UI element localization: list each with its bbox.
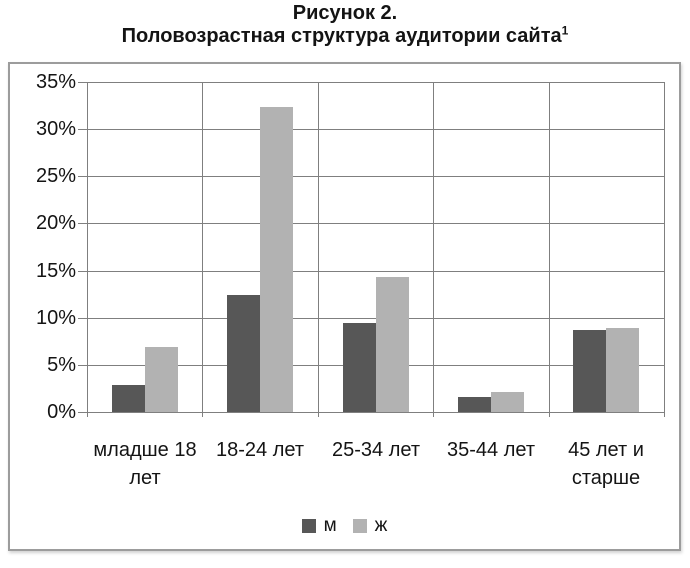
category-separator	[318, 82, 319, 417]
axis-tick	[78, 318, 87, 319]
axis-tick	[78, 365, 87, 366]
x-category-label: 25-34 лет	[332, 439, 420, 461]
bar-ж-1	[260, 107, 293, 412]
y-tick-label: 20%	[35, 212, 76, 234]
category-separator	[549, 82, 550, 417]
y-tick-label: 5%	[47, 354, 76, 376]
plot-area	[87, 82, 665, 417]
y-tick-label: 10%	[35, 307, 76, 329]
figure-title-line1: Рисунок 2.	[292, 2, 398, 24]
axis-tick	[78, 223, 87, 224]
figure-title: Рисунок 2. Половозрастная структура ауди…	[0, 2, 690, 48]
gridline-horizontal	[87, 318, 664, 319]
bar-м-3	[458, 397, 491, 412]
x-category-label: 35-44 лет	[447, 439, 535, 461]
y-tick-label: 15%	[35, 260, 76, 282]
legend-swatch-ж	[352, 519, 367, 533]
bar-ж-0	[145, 347, 178, 412]
y-tick-label: 0%	[47, 401, 76, 423]
category-separator	[202, 82, 203, 417]
axis-tick	[78, 412, 87, 413]
category-separator	[664, 82, 665, 417]
axis-tick	[78, 82, 87, 83]
gridline-horizontal	[87, 176, 664, 177]
axis-tick	[78, 271, 87, 272]
category-separator	[433, 82, 434, 417]
legend-swatch-м	[301, 519, 316, 533]
chart-frame: 35% 30% 25% 20% 15% 10% 5% 0% младше 18 лет 18-2…	[8, 62, 681, 551]
footnote-marker: 1	[561, 23, 569, 38]
axis-tick	[78, 129, 87, 130]
x-category-label: младше 18 лет	[93, 439, 197, 489]
legend-item: ж	[352, 515, 388, 537]
bar-м-2	[343, 323, 376, 412]
x-category-label: 18-24 лет	[216, 439, 304, 461]
legend-label-ж: ж	[374, 515, 388, 536]
x-category-label: 45 лет и старше	[568, 439, 644, 489]
x-axis-labels: младше 18 лет 18-24 лет 25-34 лет 35-44 лет…	[10, 64, 679, 549]
y-tick-label: 30%	[35, 118, 76, 140]
x-axis-line	[87, 412, 664, 413]
bar-м-1	[227, 295, 260, 412]
gridline-horizontal	[87, 271, 664, 272]
figure-title-line2-text: Половозрастная структура аудитории сайта	[121, 25, 562, 47]
bar-ж-4	[606, 328, 639, 412]
y-tick-label: 35%	[35, 71, 76, 93]
figure-title-line2: Половозрастная структура аудитории сайта…	[0, 23, 690, 48]
bar-м-0	[112, 385, 145, 412]
bar-м-4	[573, 330, 606, 412]
y-axis-labels: 35% 30% 25% 20% 15% 10% 5% 0%	[10, 64, 679, 549]
legend-item: м	[301, 515, 337, 537]
y-axis-line	[87, 82, 88, 417]
axis-tick	[78, 176, 87, 177]
gridline-horizontal	[87, 223, 664, 224]
bar-ж-2	[376, 277, 409, 412]
gridline-horizontal	[87, 129, 664, 130]
bar-ж-3	[491, 392, 524, 412]
gridline-horizontal	[87, 82, 664, 83]
legend-label-м: м	[323, 515, 337, 536]
y-tick-label: 25%	[35, 165, 76, 187]
